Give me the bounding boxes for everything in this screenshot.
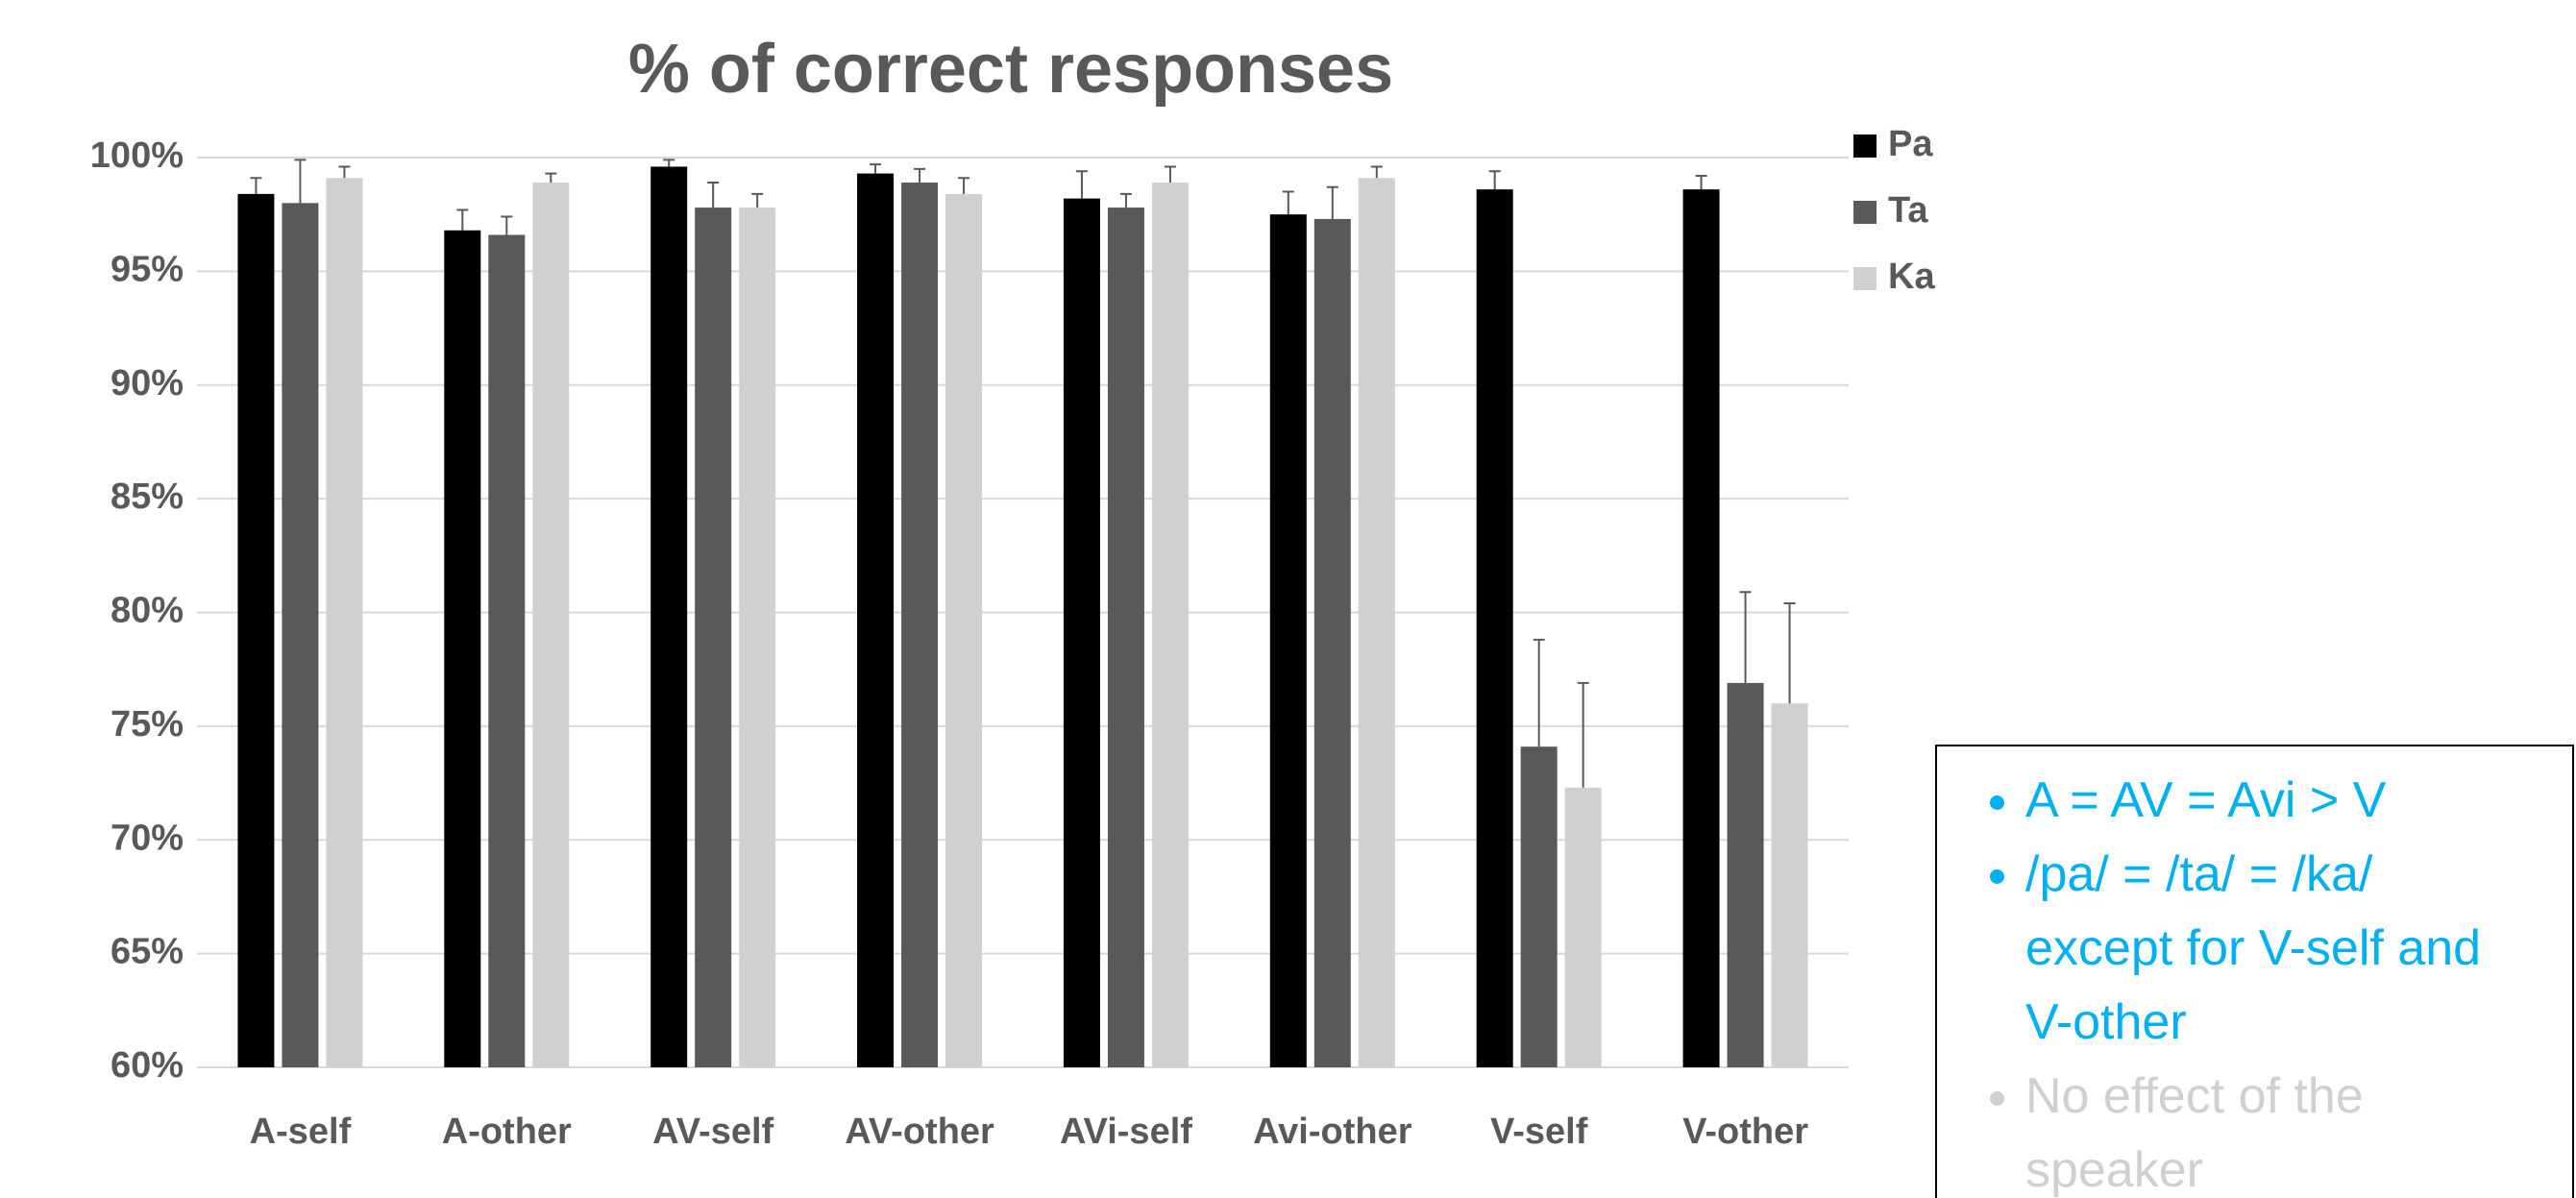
error-bar (250, 177, 262, 194)
note: A = AV = Avi > V (2025, 764, 2506, 838)
y-tick-label: 85% (110, 477, 184, 517)
error-bar (1075, 170, 1088, 199)
y-tick-label: 95% (110, 249, 184, 289)
bar (237, 193, 275, 1067)
error-bar (663, 159, 675, 167)
x-tick-label: Avi-other (1253, 1112, 1412, 1152)
y-tick-label: 70% (110, 818, 184, 858)
error-bar (914, 167, 926, 183)
bar (1727, 682, 1764, 1067)
bar (488, 234, 526, 1067)
error-bar (545, 172, 557, 183)
chart-title: % of correct responses (628, 31, 1393, 108)
notes-box: A = AV = Avi > V/pa/ = /ta/ = /ka/ excep… (1935, 745, 2574, 1198)
bar (1063, 198, 1100, 1068)
bar (857, 173, 895, 1067)
legend-label: Pa (1888, 124, 1933, 164)
error-bar (1533, 638, 1545, 747)
bar (1107, 208, 1144, 1067)
bar (945, 193, 983, 1067)
bar (739, 208, 776, 1067)
error-bar (1488, 170, 1501, 190)
y-tick-label: 60% (110, 1045, 184, 1086)
error-bar (1783, 602, 1796, 704)
bar (695, 208, 732, 1067)
bar (1771, 703, 1808, 1067)
legend-label: Ta (1888, 190, 1928, 231)
legend-swatch (1853, 134, 1877, 158)
x-tick-label: AV-self (652, 1112, 773, 1152)
bar (1520, 746, 1558, 1067)
bar (1476, 189, 1513, 1067)
error-bar (1739, 591, 1752, 683)
error-bar (294, 159, 307, 204)
x-tick-label: AV-other (845, 1112, 994, 1152)
bar (1269, 214, 1307, 1067)
y-tick-label: 65% (110, 932, 184, 972)
y-tick-label: 75% (110, 704, 184, 745)
error-bar (1119, 192, 1132, 208)
x-tick-label: V-other (1682, 1112, 1808, 1152)
error-bar (1282, 190, 1294, 215)
bar (282, 203, 319, 1068)
error-bar (870, 163, 882, 174)
bar (1358, 178, 1395, 1067)
error-bar (1326, 185, 1338, 219)
x-tick-label: A-self (250, 1112, 352, 1152)
bar (1564, 787, 1602, 1067)
x-tick-label: A-other (442, 1112, 572, 1152)
x-tick-label: AVi-self (1060, 1112, 1192, 1152)
bar (901, 183, 939, 1068)
y-tick-label: 100% (90, 135, 184, 176)
note: No effect of the speaker (2025, 1060, 2506, 1198)
note: /pa/ = /ta/ = /ka/ except for V-self and… (2025, 838, 2506, 1060)
legend-swatch (1853, 267, 1877, 290)
error-bar (1370, 165, 1383, 179)
error-bar (1577, 681, 1589, 788)
error-bar (456, 208, 469, 231)
bar (1313, 218, 1351, 1068)
error-bar (1695, 174, 1707, 190)
error-bar (501, 215, 513, 235)
y-tick-label: 80% (110, 591, 184, 631)
error-bar (707, 182, 720, 208)
y-tick-label: 90% (110, 363, 184, 403)
legend-swatch (1853, 201, 1877, 224)
bar (532, 183, 570, 1068)
legend-label: Ka (1888, 257, 1935, 297)
error-bar (751, 192, 764, 208)
bar (650, 166, 688, 1068)
bar (444, 230, 481, 1067)
notes-list: A = AV = Avi > V/pa/ = /ta/ = /ka/ excep… (1937, 764, 2506, 1198)
error-bar (1164, 165, 1176, 183)
bar (1682, 189, 1720, 1067)
bar (326, 178, 363, 1067)
error-bar (338, 165, 351, 179)
x-tick-label: V-self (1490, 1112, 1588, 1152)
bar (1151, 183, 1189, 1068)
error-bar (958, 177, 970, 194)
